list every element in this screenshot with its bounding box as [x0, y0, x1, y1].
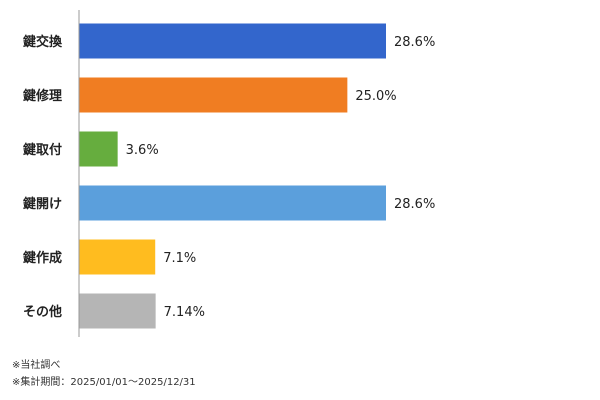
- bar: [79, 239, 156, 275]
- bars-group: 鍵交換 28.6% 鍵修理 25.0% 鍵取付 3.6% 鍵開け 28.6% 鍵作成 7.1% その…: [23, 23, 435, 329]
- source-note: ※当社調べ: [12, 360, 61, 371]
- period-note: ※集計期間：2025/01/01～2025/12/31: [12, 377, 196, 388]
- bar: [79, 23, 386, 59]
- category-label: 鍵交換: [23, 34, 63, 50]
- category-label: 鍵開け: [23, 196, 62, 212]
- bar-chart: 鍵交換 28.6% 鍵修理 25.0% 鍵取付 3.6% 鍵開け 28.6% 鍵作成 7.1% その…: [23, 10, 435, 337]
- bar: [79, 185, 386, 221]
- bar: [79, 77, 348, 113]
- category-label: 鍵作成: [23, 250, 62, 266]
- bar: [79, 293, 156, 329]
- value-label: 7.1%: [163, 251, 196, 266]
- category-label: 鍵取付: [23, 142, 62, 158]
- category-label: その他: [23, 304, 62, 320]
- value-label: 28.6%: [394, 197, 435, 212]
- value-label: 7.14%: [164, 305, 205, 320]
- value-label: 25.0%: [355, 89, 396, 104]
- value-label: 3.6%: [126, 143, 159, 158]
- category-label: 鍵修理: [23, 88, 62, 104]
- footnotes: ※当社調べ ※集計期間：2025/01/01～2025/12/31: [12, 357, 196, 391]
- value-label: 28.6%: [394, 35, 435, 50]
- bar: [79, 131, 118, 167]
